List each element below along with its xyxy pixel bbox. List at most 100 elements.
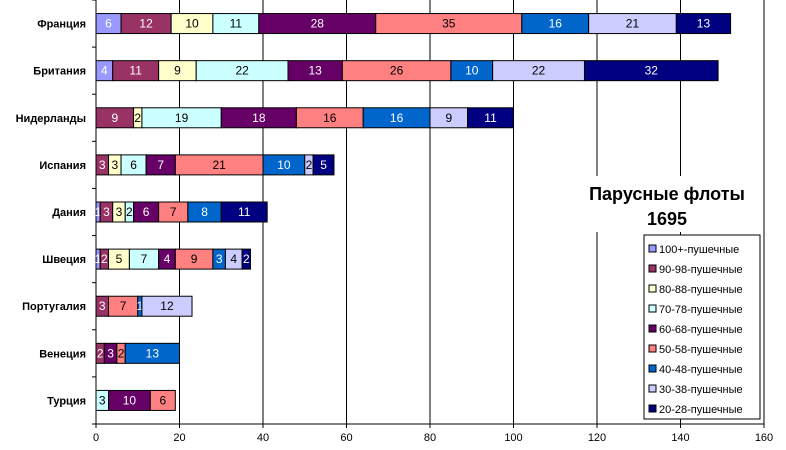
legend-swatch (648, 344, 657, 353)
legend-swatch (648, 244, 657, 253)
bar-data-label: 12 (160, 299, 174, 313)
legend-label: 30-38-пушечные (659, 384, 743, 396)
bar-data-label: 6 (143, 205, 150, 219)
bar-segment (675, 13, 732, 35)
bar-data-label: 10 (185, 17, 199, 31)
bar-segment (141, 295, 193, 317)
legend-label: 40-48-пушечные (659, 364, 743, 376)
category-labels: Франция Британия Нидерланды Испания Дания Шве… (16, 19, 86, 408)
bar-data-label: 2 (126, 205, 133, 219)
bar-data-label: 35 (442, 17, 456, 31)
chart-title-line1: Парусные флоты (589, 184, 745, 204)
bar-segment (241, 248, 251, 270)
bar-data-label: 8 (201, 205, 208, 219)
bar-data-label: 10 (123, 393, 137, 407)
x-tick-label: 80 (424, 432, 436, 444)
bar-data-label: 10 (465, 64, 479, 78)
legend-swatch (648, 404, 657, 413)
bar-data-label: 4 (230, 252, 237, 266)
x-tick-label: 140 (671, 432, 689, 444)
legend-label: 50-58-пушечные (659, 344, 743, 356)
legend-label: 60-68-пушечные (659, 324, 743, 336)
bar-data-label: 22 (532, 64, 546, 78)
bar-data-label: 12 (139, 17, 153, 31)
category-label: Турция (47, 395, 86, 407)
x-tick-label: 120 (588, 432, 606, 444)
bar-data-label: 19 (175, 111, 189, 125)
legend-label: 90-98-пушечные (659, 264, 743, 276)
category-label: Португалия (22, 301, 86, 313)
category-label: Венеция (39, 348, 86, 360)
bar-data-label: 3 (107, 346, 114, 360)
bar-data-label: 2 (306, 158, 313, 172)
bar-data-label: 11 (484, 111, 497, 125)
legend-swatch (648, 364, 657, 373)
x-tick-label: 20 (173, 432, 185, 444)
bar-data-label: 9 (111, 111, 118, 125)
bar-segment (220, 201, 268, 223)
bar-data-label: 3 (116, 205, 123, 219)
bar-data-label: 28 (311, 17, 325, 31)
legend-label: 80-88-пушечные (659, 284, 743, 296)
legend-box (643, 234, 761, 420)
bar-data-label: 3 (103, 205, 110, 219)
bar-data-label: 32 (645, 64, 659, 78)
x-tick-label: 0 (93, 432, 99, 444)
bar-data-label: 6 (159, 393, 166, 407)
bar-data-label: 16 (390, 111, 404, 125)
bar-data-label: 1 (95, 252, 102, 266)
bar-data-label: 7 (157, 158, 164, 172)
bar-data-label: 7 (170, 205, 177, 219)
bar-data-label: 2 (101, 252, 108, 266)
bar-segment (467, 107, 515, 129)
category-label: Швеция (42, 254, 86, 266)
bar-data-label: 7 (120, 299, 127, 313)
category-label: Нидерланды (16, 113, 86, 125)
bar-data-label: 11 (230, 17, 243, 31)
title-background (565, 176, 760, 232)
bar-data-label: 3 (99, 299, 106, 313)
bar-data-label: 3 (216, 252, 223, 266)
bar-data-label: 3 (111, 158, 118, 172)
bar-data-label: 1 (136, 299, 143, 313)
bar-data-label: 9 (445, 111, 452, 125)
category-label: Испания (39, 160, 86, 172)
bar-data-label: 16 (323, 111, 337, 125)
chart-title: Парусные флоты 1695 (565, 176, 760, 232)
bar-data-label: 9 (174, 64, 181, 78)
bars: 6 12 10 11 28 35 16 21 134 11 9 22 13 26 10 22 329 2 19 18 1… (95, 13, 732, 411)
legend-swatch (648, 304, 657, 313)
bar-data-label: 21 (626, 17, 640, 31)
bar-data-label: 2 (118, 346, 125, 360)
legend-label: 100+-пушечные (659, 244, 739, 256)
bar-segment (583, 60, 719, 82)
bar-data-label: 2 (97, 346, 104, 360)
category-label: Британия (33, 66, 86, 78)
bar-data-label: 3 (99, 393, 106, 407)
legend-label: 70-78-пушечные (659, 304, 743, 316)
bar-data-label: 18 (252, 111, 266, 125)
bar-data-label: 22 (235, 64, 249, 78)
bar-data-label: 13 (697, 17, 711, 31)
bar-data-label: 9 (191, 252, 198, 266)
bar-segment (312, 154, 335, 176)
bar-data-label: 7 (141, 252, 148, 266)
bar-data-label: 10 (277, 158, 291, 172)
bar-segment (149, 389, 176, 411)
bar-data-label: 26 (390, 64, 404, 78)
category-label: Дания (52, 207, 86, 219)
legend: 100+-пушечные 90-98-пушечные 80-88-пушечны… (643, 234, 761, 420)
bar-data-label: 5 (116, 252, 123, 266)
bar-data-label: 6 (105, 17, 112, 31)
bar-data-label: 16 (549, 17, 563, 31)
bar-data-label: 1 (95, 205, 102, 219)
x-tick-label: 60 (340, 432, 352, 444)
legend-label: 20-28-пушечные (659, 404, 743, 416)
legend-swatch (648, 384, 657, 393)
bar-data-label: 13 (146, 346, 160, 360)
bar-data-label: 3 (99, 158, 106, 172)
x-tick-label: 40 (257, 432, 269, 444)
bar-data-label: 11 (129, 64, 142, 78)
x-tick-label: 100 (504, 432, 522, 444)
